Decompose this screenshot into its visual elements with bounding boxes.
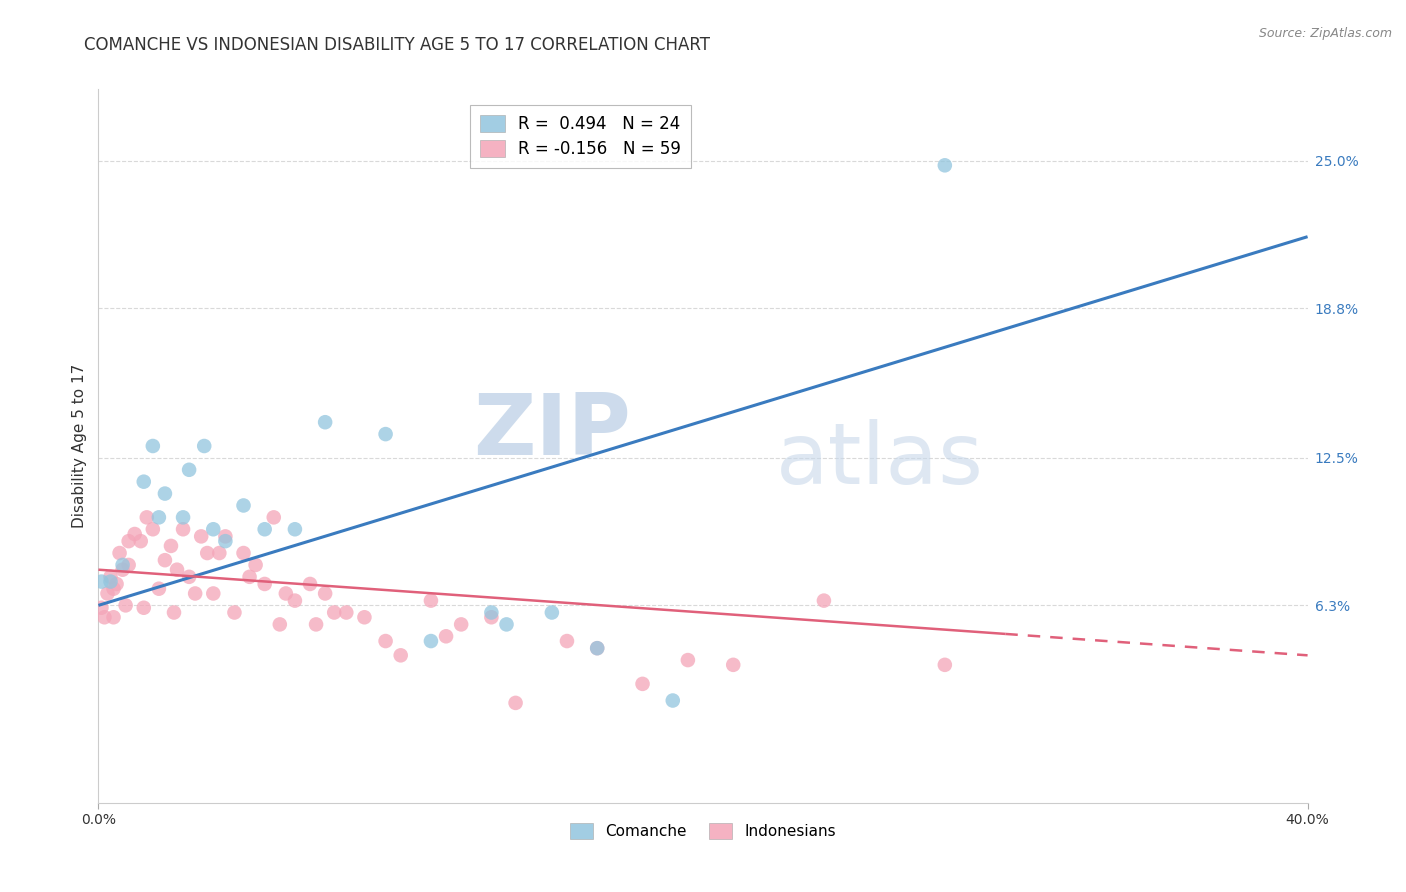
Point bbox=[389, 648, 412, 663]
Point bbox=[555, 634, 578, 648]
Point bbox=[111, 563, 134, 577]
Point bbox=[193, 439, 215, 453]
Point bbox=[934, 657, 956, 672]
Point bbox=[142, 439, 165, 453]
Point bbox=[314, 586, 336, 600]
Point bbox=[90, 574, 112, 589]
Point bbox=[420, 634, 443, 648]
Point bbox=[232, 499, 254, 513]
Point bbox=[118, 558, 141, 572]
Text: ZIP: ZIP bbox=[472, 390, 630, 474]
Point bbox=[420, 593, 443, 607]
Point bbox=[253, 577, 276, 591]
Point bbox=[148, 582, 170, 596]
Point bbox=[135, 510, 157, 524]
Point bbox=[96, 586, 118, 600]
Point bbox=[202, 586, 225, 600]
Point bbox=[129, 534, 152, 549]
Point bbox=[934, 158, 956, 172]
Y-axis label: Disability Age 5 to 17: Disability Age 5 to 17 bbox=[72, 364, 87, 528]
Point bbox=[505, 696, 527, 710]
Point bbox=[163, 606, 186, 620]
Point bbox=[160, 539, 183, 553]
Text: COMANCHE VS INDONESIAN DISABILITY AGE 5 TO 17 CORRELATION CHART: COMANCHE VS INDONESIAN DISABILITY AGE 5 … bbox=[84, 36, 710, 54]
Point bbox=[299, 577, 322, 591]
Point bbox=[111, 558, 134, 572]
Point bbox=[202, 522, 225, 536]
Point bbox=[190, 529, 212, 543]
Point bbox=[105, 577, 128, 591]
Point bbox=[100, 570, 122, 584]
Point bbox=[195, 546, 218, 560]
Point bbox=[114, 599, 136, 613]
Point bbox=[586, 641, 609, 656]
Point bbox=[179, 463, 201, 477]
Point bbox=[232, 546, 254, 560]
Point bbox=[284, 593, 307, 607]
Point bbox=[132, 600, 155, 615]
Point bbox=[118, 534, 141, 549]
Point bbox=[481, 610, 503, 624]
Point bbox=[172, 522, 194, 536]
Point bbox=[142, 522, 165, 536]
Point bbox=[323, 606, 346, 620]
Point bbox=[540, 606, 562, 620]
Point bbox=[103, 582, 125, 596]
Point bbox=[245, 558, 267, 572]
Point bbox=[284, 522, 307, 536]
Point bbox=[100, 574, 122, 589]
Point bbox=[214, 529, 236, 543]
Point bbox=[103, 610, 125, 624]
Point bbox=[90, 600, 112, 615]
Point bbox=[586, 641, 609, 656]
Point bbox=[374, 634, 396, 648]
Point bbox=[124, 527, 146, 541]
Point bbox=[239, 570, 262, 584]
Point bbox=[450, 617, 472, 632]
Point bbox=[335, 606, 357, 620]
Point bbox=[224, 606, 246, 620]
Point bbox=[93, 610, 115, 624]
Point bbox=[263, 510, 285, 524]
Text: atlas: atlas bbox=[776, 418, 984, 502]
Point bbox=[723, 657, 745, 672]
Point bbox=[481, 606, 503, 620]
Point bbox=[269, 617, 291, 632]
Point bbox=[813, 593, 835, 607]
Point bbox=[208, 546, 231, 560]
Point bbox=[274, 586, 297, 600]
Point bbox=[148, 510, 170, 524]
Text: Source: ZipAtlas.com: Source: ZipAtlas.com bbox=[1258, 27, 1392, 40]
Point bbox=[166, 563, 188, 577]
Point bbox=[214, 534, 236, 549]
Point bbox=[353, 610, 375, 624]
Point bbox=[153, 553, 176, 567]
Point bbox=[314, 415, 336, 429]
Point bbox=[253, 522, 276, 536]
Point bbox=[172, 510, 194, 524]
Point bbox=[108, 546, 131, 560]
Point bbox=[631, 677, 654, 691]
Point bbox=[153, 486, 176, 500]
Point bbox=[434, 629, 457, 643]
Point bbox=[495, 617, 517, 632]
Point bbox=[132, 475, 155, 489]
Legend: Comanche, Indonesians: Comanche, Indonesians bbox=[564, 817, 842, 845]
Point bbox=[184, 586, 207, 600]
Point bbox=[661, 693, 683, 707]
Point bbox=[676, 653, 699, 667]
Point bbox=[179, 570, 201, 584]
Point bbox=[305, 617, 328, 632]
Point bbox=[374, 427, 396, 442]
